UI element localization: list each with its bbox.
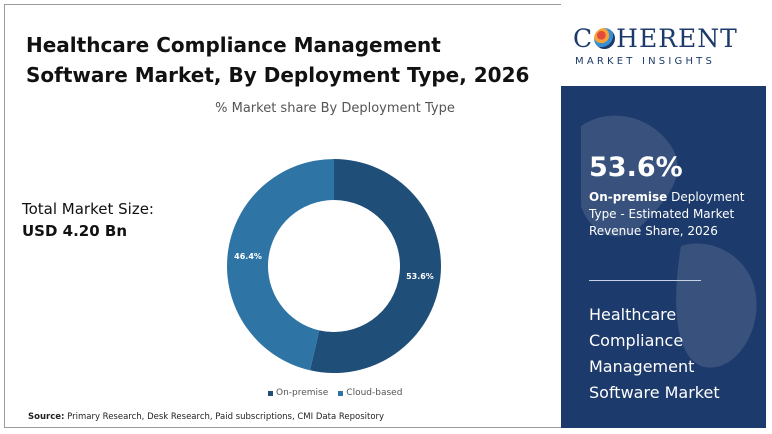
legend-item-on-premise: On-premise <box>268 388 328 398</box>
info-panel: C HERENT MARKET INSIGHTS 53.6% On-premise… <box>561 4 766 428</box>
page-title: Healthcare Compliance Management Softwar… <box>26 33 530 87</box>
donut-slice-on-premise <box>310 159 442 373</box>
source-note: Source: Primary Research, Desk Research,… <box>28 412 384 422</box>
world-map-icon <box>581 115 757 368</box>
data-label-on-premise: 53.6% <box>406 272 434 281</box>
stat-description: On-premise Deployment Type - Estimated M… <box>589 189 759 240</box>
chart-legend: On-premise Cloud-based <box>268 388 402 398</box>
logo-subtitle: MARKET INSIGHTS <box>575 56 716 67</box>
stat-desc-bold: On-premise <box>589 190 668 204</box>
data-label-cloud-based: 46.4% <box>234 252 262 261</box>
stat-value: 53.6% <box>589 152 683 183</box>
legend-item-cloud-based: Cloud-based <box>338 388 402 398</box>
source-text: Primary Research, Desk Research, Paid su… <box>64 412 385 422</box>
logo-word-rest: HERENT <box>616 24 738 53</box>
source-label: Source: <box>28 412 65 422</box>
market-name: Healthcare Compliance Management Softwar… <box>589 305 720 402</box>
logo-wordmark: C HERENT <box>573 24 738 53</box>
chart-title: % Market share By Deployment Type <box>215 101 455 116</box>
market-size-value: USD 4.20 Bn <box>22 222 127 240</box>
donut-chart: 53.6% 46.4% <box>227 159 442 373</box>
logo-letter-c: C <box>573 24 594 53</box>
panel-divider <box>589 280 701 281</box>
donut-slice-cloud-based <box>227 159 334 371</box>
legend-swatch-on-premise <box>268 390 273 396</box>
globe-icon <box>594 28 616 49</box>
legend-swatch-cloud-based <box>338 390 344 396</box>
stat-desc-rest: Deployment Type - Estimated Market Reven… <box>589 190 745 238</box>
logo: C HERENT MARKET INSIGHTS <box>561 4 766 86</box>
legend-label-cloud-based: Cloud-based <box>346 388 403 398</box>
legend-label-on-premise: On-premise <box>276 388 329 398</box>
market-size-label: Total Market Size: <box>22 200 154 218</box>
